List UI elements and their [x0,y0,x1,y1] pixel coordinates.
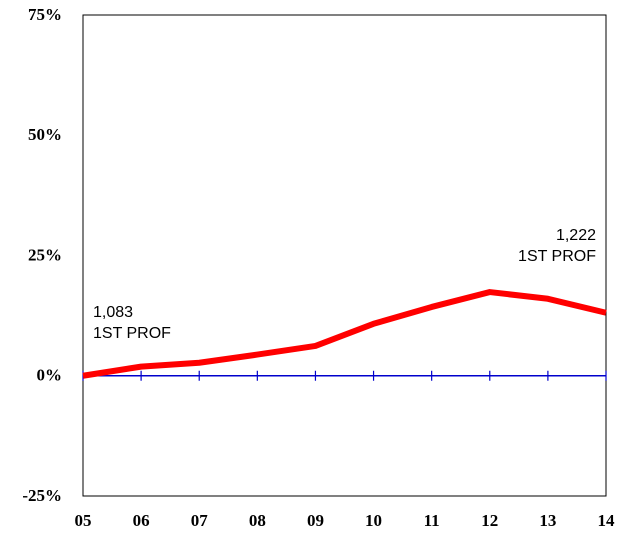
x-tick-label: 05 [75,511,92,530]
y-tick-label: 75% [28,5,62,24]
x-tick-label: 13 [539,511,556,530]
y-tick-label: -25% [22,486,62,505]
x-tick-label: 06 [133,511,150,530]
x-tick-label: 14 [598,511,616,530]
annotation: 1ST PROF [518,248,596,265]
y-tick-label: 0% [37,366,63,385]
plot-frame [82,14,607,497]
y-tick-label: 50% [28,125,62,144]
x-tick-label: 12 [481,511,498,530]
annotation: 1ST PROF [93,325,171,342]
annotation: 1,083 [93,304,133,321]
x-tick-label: 07 [191,511,209,530]
line-series [82,289,607,379]
x-tick-label: 11 [424,511,440,530]
y-tick-label: 25% [28,245,62,264]
x-tick-label: 08 [249,511,266,530]
annotation: 1,222 [556,227,596,244]
x-tick-label: 09 [307,511,324,530]
x-tick-label: 10 [365,511,382,530]
